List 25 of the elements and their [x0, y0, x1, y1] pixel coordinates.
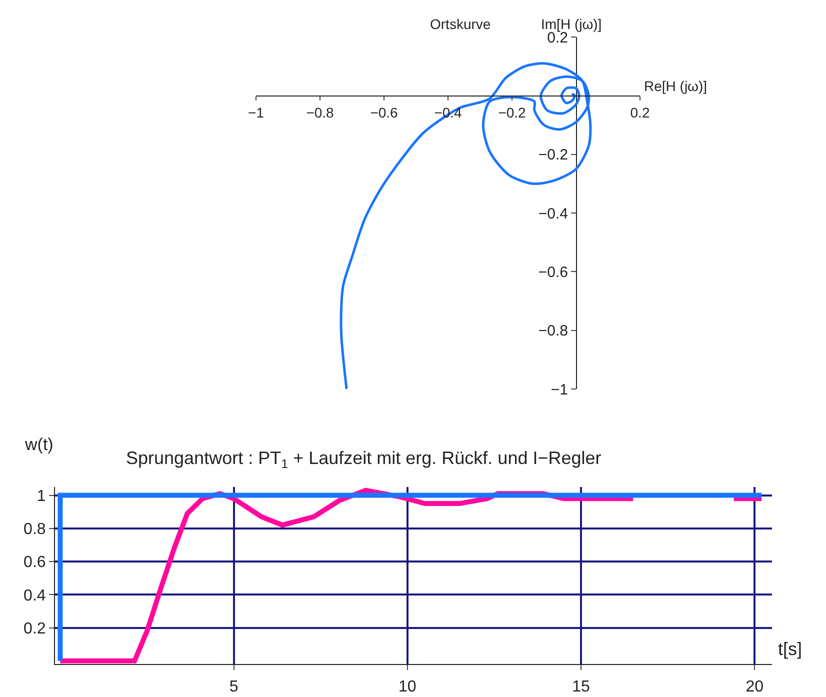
y-tick-label: −0.8	[538, 322, 568, 340]
chart-title: Sprungantwort : PT$_{1}$ + Laufzeit mit erg. Rückf. und I−Regler	[126, 448, 602, 471]
x-tick-label: 15	[572, 678, 590, 696]
y-tick-label: 0.8	[24, 521, 46, 538]
y-axis-title: Im[H (jω)]	[541, 16, 602, 32]
x-axis-title: t[s]	[778, 639, 802, 659]
y-tick-label: 1	[36, 488, 46, 505]
y-tick-label: −0.4	[538, 205, 568, 222]
x-tick-label: −0.6	[370, 104, 398, 120]
y-tick-label: 0.2	[24, 620, 46, 638]
x-tick-label: 5	[229, 678, 238, 696]
y-tick-label: −0.2	[538, 146, 568, 164]
y-axis-title: w(t)	[24, 435, 54, 454]
y-tick-label: 0.6	[24, 554, 46, 572]
y-tick-label: −1	[550, 381, 568, 398]
chart-title: Ortskurve	[430, 16, 491, 32]
y-tick-label: −0.6	[538, 264, 568, 281]
x-tick-label: −0.2	[498, 104, 526, 120]
x-tick-label: 0.2	[630, 104, 650, 120]
x-axis-title: Re[H (jω)]	[644, 78, 708, 94]
x-tick-label: −0.8	[306, 104, 334, 120]
x-tick-label: −1	[248, 104, 264, 120]
x-tick-label: 10	[398, 678, 416, 696]
y-tick-label: 0.4	[24, 587, 46, 604]
x-tick-label: 20	[746, 678, 764, 696]
